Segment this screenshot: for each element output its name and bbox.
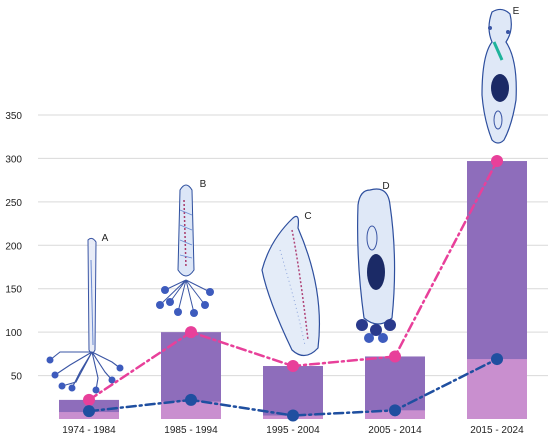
series-point [287, 409, 299, 422]
series-point [491, 155, 503, 168]
series-point [185, 393, 197, 406]
specimen-c-illustration [261, 215, 320, 357]
x-tick-label: 2015 - 2024 [470, 425, 524, 436]
series-point [389, 350, 401, 363]
bar-lower-segment [161, 401, 221, 419]
series-point [389, 404, 401, 417]
bar-lower-segment [467, 359, 527, 419]
axis-labels: 50 100 150 200 250 300 350 1974 - 1984 1985 - 19… [5, 6, 524, 436]
series-point [83, 393, 95, 406]
y-tick-label: 100 [5, 328, 22, 339]
y-tick-label: 250 [5, 198, 22, 209]
y-tick-label: 200 [5, 241, 22, 252]
x-tick-label: 2005 - 2014 [368, 425, 422, 436]
x-tick-label: 1985 - 1994 [164, 425, 218, 436]
series-point [491, 353, 503, 366]
specimen-d-illustration [356, 188, 396, 343]
annotation-letter: D [382, 181, 389, 192]
annotation-letter: B [200, 179, 207, 190]
specimen-b-illustration [156, 184, 214, 317]
annotation-letter: A [102, 233, 109, 244]
x-tick-label: 1974 - 1984 [62, 425, 116, 436]
y-tick-label: 300 [5, 154, 22, 165]
illustrations [46, 8, 517, 394]
lines [83, 155, 503, 422]
specimen-e-illustration [481, 8, 517, 144]
y-tick-label: 150 [5, 285, 22, 296]
annotation-letter: C [304, 211, 311, 222]
annotation-letter: E [513, 6, 520, 17]
series-point [287, 360, 299, 373]
y-tick-label: 50 [11, 372, 23, 383]
x-tick-label: 1995 - 2004 [266, 425, 320, 436]
series-point [83, 405, 95, 418]
specimen-a-illustration [46, 237, 124, 394]
y-tick-label: 350 [5, 111, 22, 122]
series-point [185, 326, 197, 339]
